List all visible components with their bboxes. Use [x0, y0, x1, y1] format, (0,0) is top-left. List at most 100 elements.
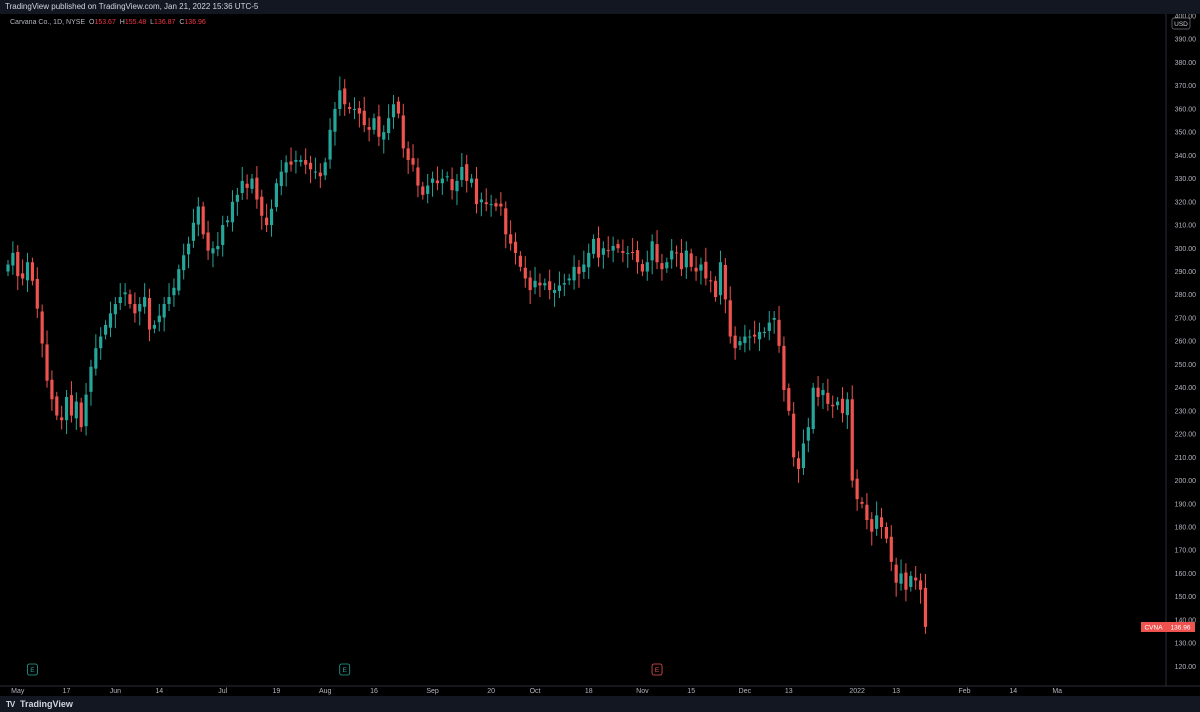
candle-body	[918, 580, 923, 590]
candle-body	[416, 167, 420, 186]
candle-body	[884, 527, 888, 539]
candle-body	[650, 241, 654, 261]
earnings-marker-label: E	[343, 667, 348, 674]
candle-body	[626, 252, 630, 254]
candle-body	[494, 203, 498, 207]
x-tick-label: 14	[1009, 688, 1017, 695]
earnings-marker	[26, 663, 38, 676]
candle-body	[352, 108, 357, 110]
candle-body	[621, 251, 625, 253]
candle-body	[377, 116, 381, 137]
y-tick-label: 260.00	[1175, 339, 1197, 346]
candle-body	[123, 292, 127, 295]
chart-frame[interactable]: 120.00 130.00 140.00 150.00 160.00 170.00 180.…	[0, 14, 1200, 696]
candle-body	[811, 387, 815, 429]
y-tick-label: 330.00	[1175, 176, 1197, 183]
candle-body	[450, 179, 454, 191]
candle-body	[69, 395, 74, 416]
legend-close-value: 136.96	[184, 19, 206, 26]
candle-body	[294, 160, 298, 162]
candle-body	[30, 262, 34, 281]
candle-body	[201, 206, 205, 235]
x-tick-label: Ma	[1052, 688, 1062, 695]
candle-body	[455, 180, 459, 192]
candle-body	[245, 183, 249, 188]
candle-body	[348, 107, 352, 109]
candle-body	[577, 266, 581, 274]
candle-body	[55, 396, 59, 416]
candle-body	[269, 208, 274, 226]
candle-body	[430, 178, 435, 183]
candle-body	[108, 313, 113, 328]
candle-body	[699, 264, 703, 271]
tradingview-logo[interactable]: TV TradingView	[6, 699, 73, 709]
candle-body	[567, 278, 571, 281]
candle-body	[304, 160, 308, 165]
candle-body	[640, 264, 644, 272]
candle-body	[826, 392, 830, 404]
candle-body	[718, 262, 723, 296]
candle-body	[299, 160, 303, 162]
candle-body	[50, 379, 54, 400]
candle-body	[35, 278, 39, 309]
candle-body	[60, 417, 64, 421]
y-tick-label: 310.00	[1175, 223, 1197, 230]
y-tick-label: 370.00	[1175, 83, 1197, 90]
y-tick-label: 220.00	[1175, 432, 1197, 439]
x-tick-label: 13	[785, 688, 793, 695]
last-price-value: 136.96	[1171, 624, 1191, 631]
candle-body	[723, 265, 727, 300]
candle-body	[260, 196, 264, 216]
candle-body	[533, 280, 537, 288]
x-tick-label: 2022	[849, 688, 865, 695]
candle-body	[816, 387, 820, 397]
candle-body	[79, 402, 83, 428]
candle-body	[265, 217, 269, 226]
candle-body	[879, 517, 884, 528]
candlestick-chart[interactable]: 120.00 130.00 140.00 150.00 160.00 170.00 180.…	[0, 14, 1200, 696]
candle-body	[709, 280, 713, 282]
candle-body	[11, 252, 15, 266]
candle-body	[762, 331, 766, 333]
candle-body	[899, 573, 903, 584]
candle-body	[611, 245, 615, 251]
x-tick-label: Jun	[110, 688, 121, 695]
x-tick-label: 18	[585, 688, 593, 695]
y-tick-label: 380.00	[1175, 60, 1197, 67]
x-tick-label: 14	[155, 688, 163, 695]
candle-body	[831, 404, 835, 407]
candle-body	[25, 262, 30, 281]
currency-label: USD	[1174, 21, 1188, 28]
candle-body	[99, 336, 103, 349]
candle-body	[21, 273, 25, 279]
candle-body	[660, 263, 664, 270]
price-axis	[1166, 14, 1200, 696]
candle-body	[191, 222, 196, 241]
candle-body	[845, 399, 849, 416]
x-tick-label: Oct	[530, 688, 541, 695]
candle-body	[909, 575, 913, 587]
last-price-symbol-tag	[1141, 621, 1166, 632]
candle-body	[670, 250, 674, 260]
y-tick-label: 240.00	[1175, 385, 1197, 392]
candle-body	[479, 199, 483, 203]
y-tick-label: 340.00	[1175, 153, 1197, 160]
candle-body	[557, 285, 562, 292]
candle-body	[635, 250, 640, 263]
candle-body	[694, 267, 698, 272]
tradingview-brand: TradingView	[20, 699, 73, 709]
candle-body	[889, 536, 893, 562]
candle-body	[338, 90, 342, 109]
candle-body	[801, 443, 806, 469]
candle-body	[186, 243, 191, 255]
candle-body	[865, 504, 869, 521]
last-price-value-tag	[1166, 621, 1195, 632]
candle-body	[445, 176, 449, 178]
candle-body	[460, 166, 464, 180]
candle-body	[543, 283, 547, 286]
candle-body	[177, 269, 181, 291]
candle-body	[157, 315, 161, 323]
y-tick-label: 360.00	[1175, 106, 1197, 113]
candle-body	[616, 244, 620, 249]
candle-body	[538, 282, 542, 286]
